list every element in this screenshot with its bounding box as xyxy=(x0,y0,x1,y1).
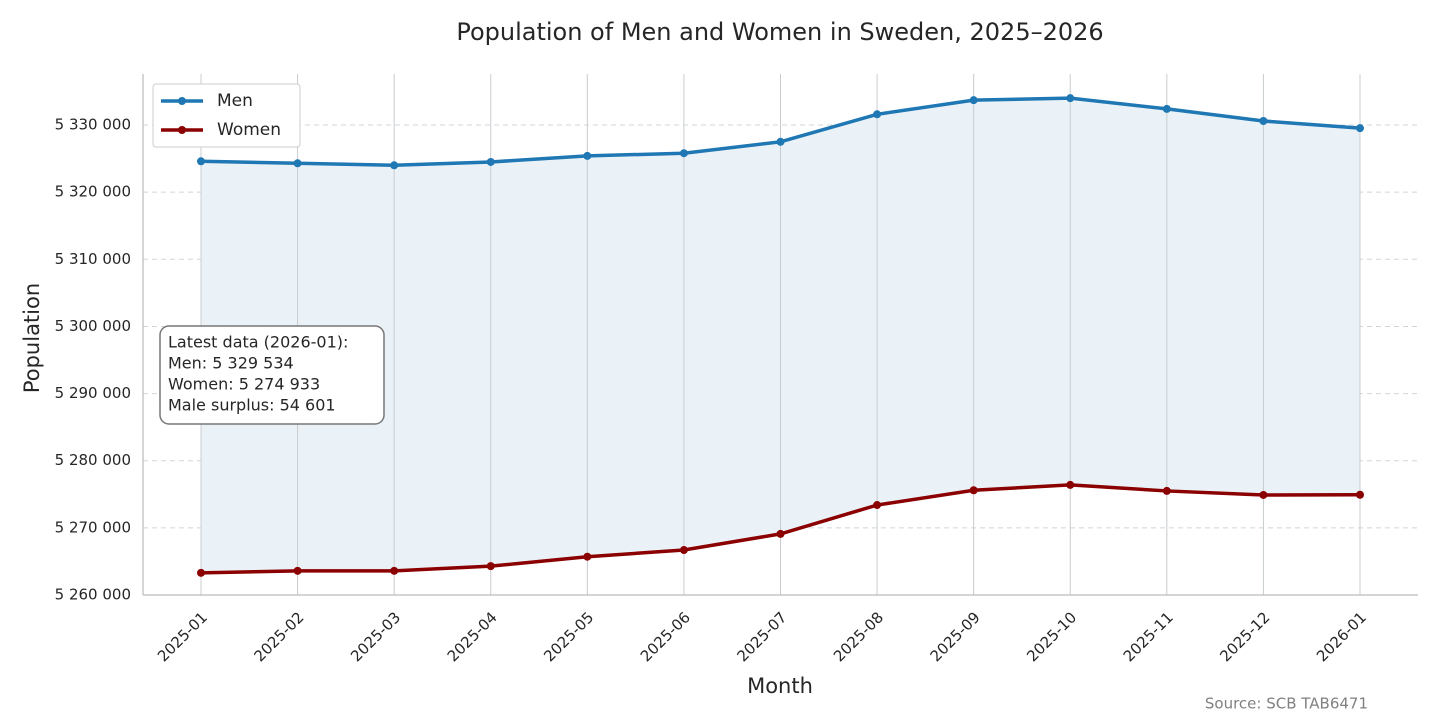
point xyxy=(873,110,882,119)
point xyxy=(197,568,205,577)
x-tick-label: 2025-04 xyxy=(444,608,501,665)
legend-label: Men xyxy=(217,91,253,111)
x-tick-label: 2025-12 xyxy=(1216,608,1273,665)
point xyxy=(1259,490,1268,499)
source-note: Source: SCB TAB6471 xyxy=(1205,695,1368,713)
x-axis-label: Month xyxy=(747,674,813,698)
y-tick-label: 5 330 000 xyxy=(55,116,131,134)
legend: Men Women xyxy=(152,83,301,148)
point xyxy=(1066,480,1075,489)
point xyxy=(1356,490,1364,499)
legend-label: Women xyxy=(217,120,281,140)
point xyxy=(873,501,882,510)
y-tick-label: 5 310 000 xyxy=(55,250,131,268)
y-axis-label: Population xyxy=(20,283,44,393)
y-tick-label: 5 260 000 xyxy=(55,586,131,604)
point xyxy=(486,157,495,166)
annotation-line: Male surplus: 54 601 xyxy=(168,396,336,415)
point xyxy=(293,159,302,168)
y-tick-label: 5 270 000 xyxy=(55,518,131,536)
x-tick-label: 2025-06 xyxy=(637,608,694,665)
y-tick-label: 5 320 000 xyxy=(55,183,131,201)
annotation-line: Latest data (2026-01): xyxy=(168,333,348,352)
y-tick-label: 5 290 000 xyxy=(55,384,131,402)
x-tick-label: 2025-10 xyxy=(1023,608,1080,665)
x-tick-label: 2025-01 xyxy=(154,608,211,665)
point xyxy=(776,137,785,146)
x-tick-label: 2026-01 xyxy=(1313,608,1370,665)
x-tick-label: 2025-07 xyxy=(733,608,790,665)
point xyxy=(776,529,785,538)
point xyxy=(1259,116,1268,125)
annotation-box xyxy=(159,325,385,425)
y-tick-label: 5 300 000 xyxy=(55,317,131,335)
point xyxy=(679,546,688,555)
x-tick-label: 2025-11 xyxy=(1120,608,1177,665)
legend-marker xyxy=(178,126,186,134)
point xyxy=(1162,486,1171,495)
point xyxy=(1162,104,1171,113)
point xyxy=(583,552,592,561)
point xyxy=(969,486,978,495)
x-tick-label: 2025-09 xyxy=(927,608,984,665)
x-tick-label: 2025-05 xyxy=(540,608,597,665)
point xyxy=(969,96,978,105)
point xyxy=(1356,124,1364,133)
point xyxy=(293,566,302,575)
chart-title: Population of Men and Women in Sweden, 2… xyxy=(456,18,1103,46)
legend-marker xyxy=(178,97,186,105)
point xyxy=(390,566,399,575)
point xyxy=(197,157,205,166)
annotation: Latest data (2026-01): Men: 5 329 534 Wome… xyxy=(159,325,385,425)
annotation-line: Women: 5 274 933 xyxy=(168,375,320,394)
y-tick-label: 5 280 000 xyxy=(55,451,131,469)
point xyxy=(679,149,688,158)
point xyxy=(583,151,592,160)
x-tick-label: 2025-08 xyxy=(830,608,887,665)
annotation-line: Men: 5 329 534 xyxy=(168,354,294,373)
point xyxy=(1066,94,1075,103)
point xyxy=(390,161,399,170)
x-tick-label: 2025-03 xyxy=(347,608,404,665)
x-tick-label: 2025-02 xyxy=(251,608,308,665)
point xyxy=(486,562,495,571)
